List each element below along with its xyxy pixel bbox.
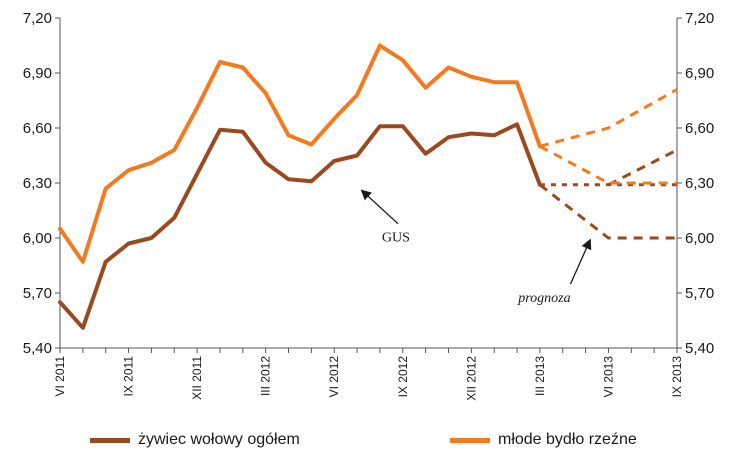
x-tick-label: IX 2013 — [670, 356, 684, 398]
x-tick-label: XII 2011 — [190, 356, 204, 400]
y-tick-label-left: 5,40 — [23, 340, 52, 357]
y-tick-label-right: 6,30 — [685, 175, 714, 192]
x-tick-label: III 2012 — [259, 356, 273, 396]
y-tick-label-right: 5,40 — [685, 340, 714, 357]
series-line-zywiec — [58, 122, 542, 330]
legend-item-mlode-bydlo: młode bydło rzeźne — [450, 428, 637, 452]
legend-label-zywiec: żywiec wołowy ogółem — [138, 431, 300, 448]
x-tick-label: IX 2012 — [396, 356, 410, 398]
annotation-gus: GUS — [382, 231, 410, 246]
forecast-line — [539, 144, 677, 185]
forecast-line — [538, 183, 677, 240]
x-tick-label: XII 2012 — [464, 356, 478, 401]
y-tick-label-left: 5,70 — [23, 285, 52, 302]
x-tick-label: VI 2011 — [53, 356, 67, 397]
x-tick-label: III 2013 — [533, 356, 547, 396]
annotation-prognoza: prognoza — [517, 291, 570, 306]
legend-swatch-zywiec — [90, 437, 130, 443]
forecast-line — [607, 148, 678, 187]
y-tick-label-right: 7,20 — [685, 10, 714, 27]
x-tick-label: IX 2011 — [122, 356, 136, 397]
line-chart: 7,20 7,20 6,90 6,90 6,60 6,60 6,30 6,30 6,00 6,00… — [23, 10, 714, 401]
annotation-arrow — [569, 238, 592, 285]
chart-axes: 7,20 7,20 6,90 6,90 6,60 6,60 6,30 6,30 6,00 6,00… — [23, 10, 714, 401]
y-tick-label-right: 6,60 — [685, 120, 714, 137]
y-tick-label-left: 7,20 — [23, 10, 52, 27]
series-line-mlode-bydlo — [58, 43, 542, 264]
x-tick-label: VI 2013 — [601, 356, 615, 398]
y-tick-label-right: 6,00 — [685, 230, 714, 247]
chart-series — [58, 43, 678, 330]
y-tick-label-left: 6,30 — [23, 175, 52, 192]
legend-swatch-mlode-bydlo — [450, 437, 490, 443]
chart-annotations: GUS prognoza — [360, 189, 592, 306]
y-tick-label-left: 6,90 — [23, 65, 52, 82]
y-tick-label-right: 6,90 — [685, 65, 714, 82]
forecast-line — [539, 88, 678, 148]
y-tick-label-left: 6,00 — [23, 230, 52, 247]
legend-label-mlode-bydlo: młode bydło rzeźne — [498, 431, 637, 448]
y-tick-label-left: 6,60 — [23, 120, 52, 137]
x-tick-label: VI 2012 — [327, 356, 341, 398]
legend-item-zywiec: żywiec wołowy ogółem — [90, 428, 300, 452]
y-tick-label-right: 5,70 — [685, 285, 714, 302]
annotation-arrow — [360, 189, 399, 225]
